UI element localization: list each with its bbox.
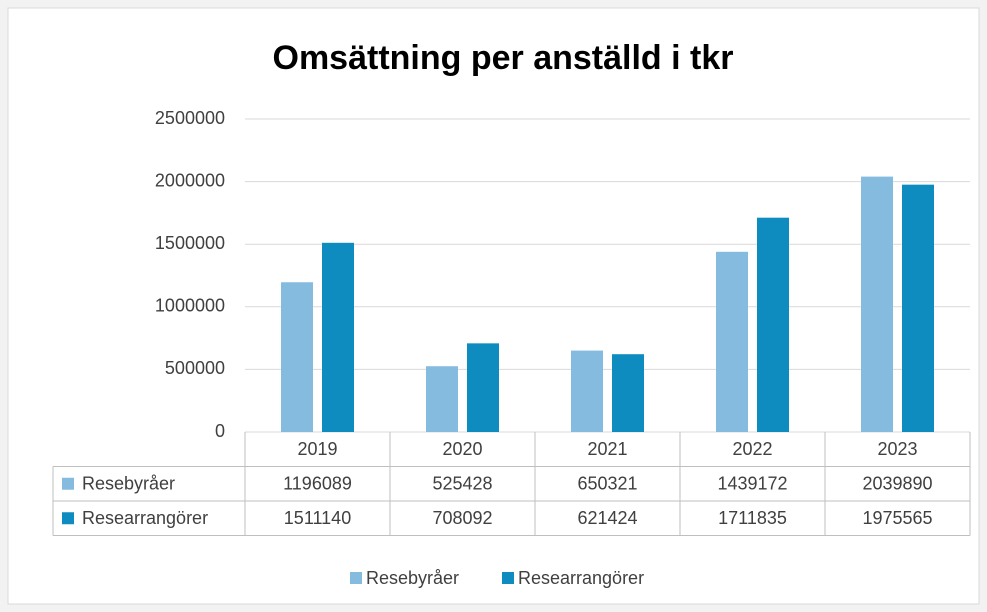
y-tick-label: 1500000 (155, 233, 225, 253)
x-tick-label: 2020 (442, 439, 482, 459)
chart-area (7, 7, 980, 605)
y-tick-label: 2500000 (155, 108, 225, 128)
table-cell: 1511140 (284, 508, 351, 528)
legend-label: Resebyråer (366, 568, 459, 588)
table-cell: 1975565 (862, 508, 932, 528)
bar (757, 217, 789, 432)
table-legend-key (62, 512, 74, 525)
table-cell: 1711835 (718, 508, 787, 528)
table-row-label: Researrangörer (82, 508, 208, 528)
y-tick-label: 2000000 (155, 170, 225, 190)
bar (467, 343, 499, 432)
x-tick-label: 2023 (877, 439, 917, 459)
legend-key (502, 572, 514, 584)
bar (426, 366, 458, 432)
bar (902, 184, 934, 432)
y-tick-label: 1000000 (155, 296, 225, 316)
x-tick-label: 2019 (297, 439, 337, 459)
table-cell: 525428 (432, 474, 492, 494)
y-tick-label: 0 (215, 421, 225, 441)
y-tick-label: 500000 (165, 358, 225, 378)
x-tick-label: 2021 (587, 439, 627, 459)
bar (571, 350, 603, 432)
table-cell: 1439172 (717, 474, 787, 494)
table-cell: 708092 (432, 508, 492, 528)
x-tick-label: 2022 (732, 439, 772, 459)
legend-label: Researrangörer (518, 568, 644, 588)
table-cell: 650321 (577, 474, 637, 494)
table-row-label: Resebyråer (82, 474, 175, 494)
chart-title: Omsättning per anställd i tkr (273, 39, 734, 77)
legend-key (350, 572, 362, 584)
bar (612, 354, 644, 432)
bar (322, 242, 354, 432)
bar (281, 282, 313, 432)
table-legend-key (62, 477, 74, 490)
table-cell: 2039890 (862, 474, 932, 494)
table-cell: 1196089 (283, 474, 352, 494)
bar (861, 176, 893, 432)
table-cell: 621424 (577, 508, 637, 528)
bar (716, 251, 748, 432)
